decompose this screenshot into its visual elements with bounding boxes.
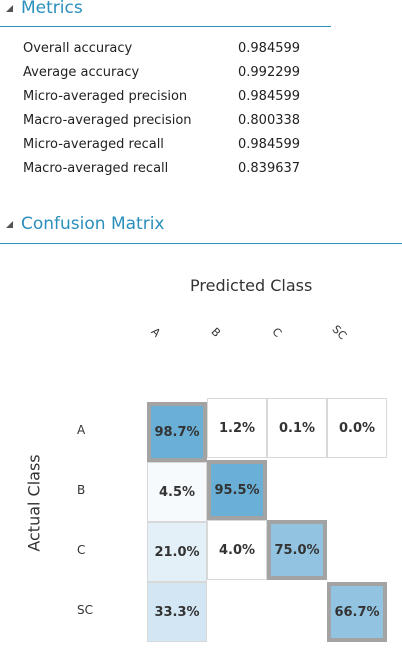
row-label-a: A	[77, 423, 86, 437]
metric-value: 0.984599	[238, 89, 301, 104]
matrix-cell-a-a: 98.7%	[147, 402, 207, 462]
metric-label: Macro-averaged precision	[23, 113, 192, 128]
metric-value: 0.839637	[238, 161, 301, 176]
matrix-cell-a-sc: 0.0%	[327, 398, 387, 458]
confusion-divider	[0, 243, 402, 244]
matrix-cell-b-b: 95.5%	[207, 460, 267, 520]
column-label-sc: SC	[329, 322, 350, 343]
metric-label: Overall accuracy	[23, 41, 133, 56]
column-label-c: C	[269, 325, 285, 340]
row-label-c: C	[77, 543, 86, 557]
metric-label: Average accuracy	[23, 65, 140, 80]
metric-value: 0.992299	[238, 65, 301, 80]
row-label-sc: SC	[77, 603, 93, 617]
matrix-cell-a-c: 0.1%	[267, 398, 327, 458]
column-label-b: B	[208, 325, 224, 340]
metric-value: 0.984599	[238, 41, 301, 56]
row-label-b: B	[77, 483, 86, 497]
metric-label: Micro-averaged precision	[23, 89, 188, 104]
metric-value: 0.800338	[238, 113, 301, 128]
matrix-cell-sc-a: 33.3%	[147, 582, 207, 642]
metric-label: Micro-averaged recall	[23, 137, 164, 152]
column-label-a: A	[148, 325, 164, 340]
matrix-cell-c-a: 21.0%	[147, 522, 207, 582]
collapse-triangle-icon[interactable]	[6, 4, 13, 12]
metric-label: Macro-averaged recall	[23, 161, 169, 176]
matrix-cell-sc-sc: 66.7%	[327, 582, 387, 642]
metrics-title: Metrics	[21, 0, 83, 18]
collapse-triangle-icon[interactable]	[6, 220, 13, 228]
metric-value: 0.984599	[238, 137, 301, 152]
metrics-section-header[interactable]: Metrics	[0, 0, 83, 19]
matrix-cell-c-b: 4.0%	[207, 520, 267, 580]
predicted-class-title: Predicted Class	[190, 276, 313, 295]
confusion-title: Confusion Matrix	[21, 214, 165, 234]
matrix-cell-b-a: 4.5%	[147, 462, 207, 522]
metrics-divider	[0, 26, 331, 27]
matrix-cell-a-b: 1.2%	[207, 398, 267, 458]
matrix-cell-c-c: 75.0%	[267, 520, 327, 580]
actual-class-title: Actual Class	[24, 454, 44, 552]
confusion-section-header[interactable]: Confusion Matrix	[0, 213, 165, 235]
